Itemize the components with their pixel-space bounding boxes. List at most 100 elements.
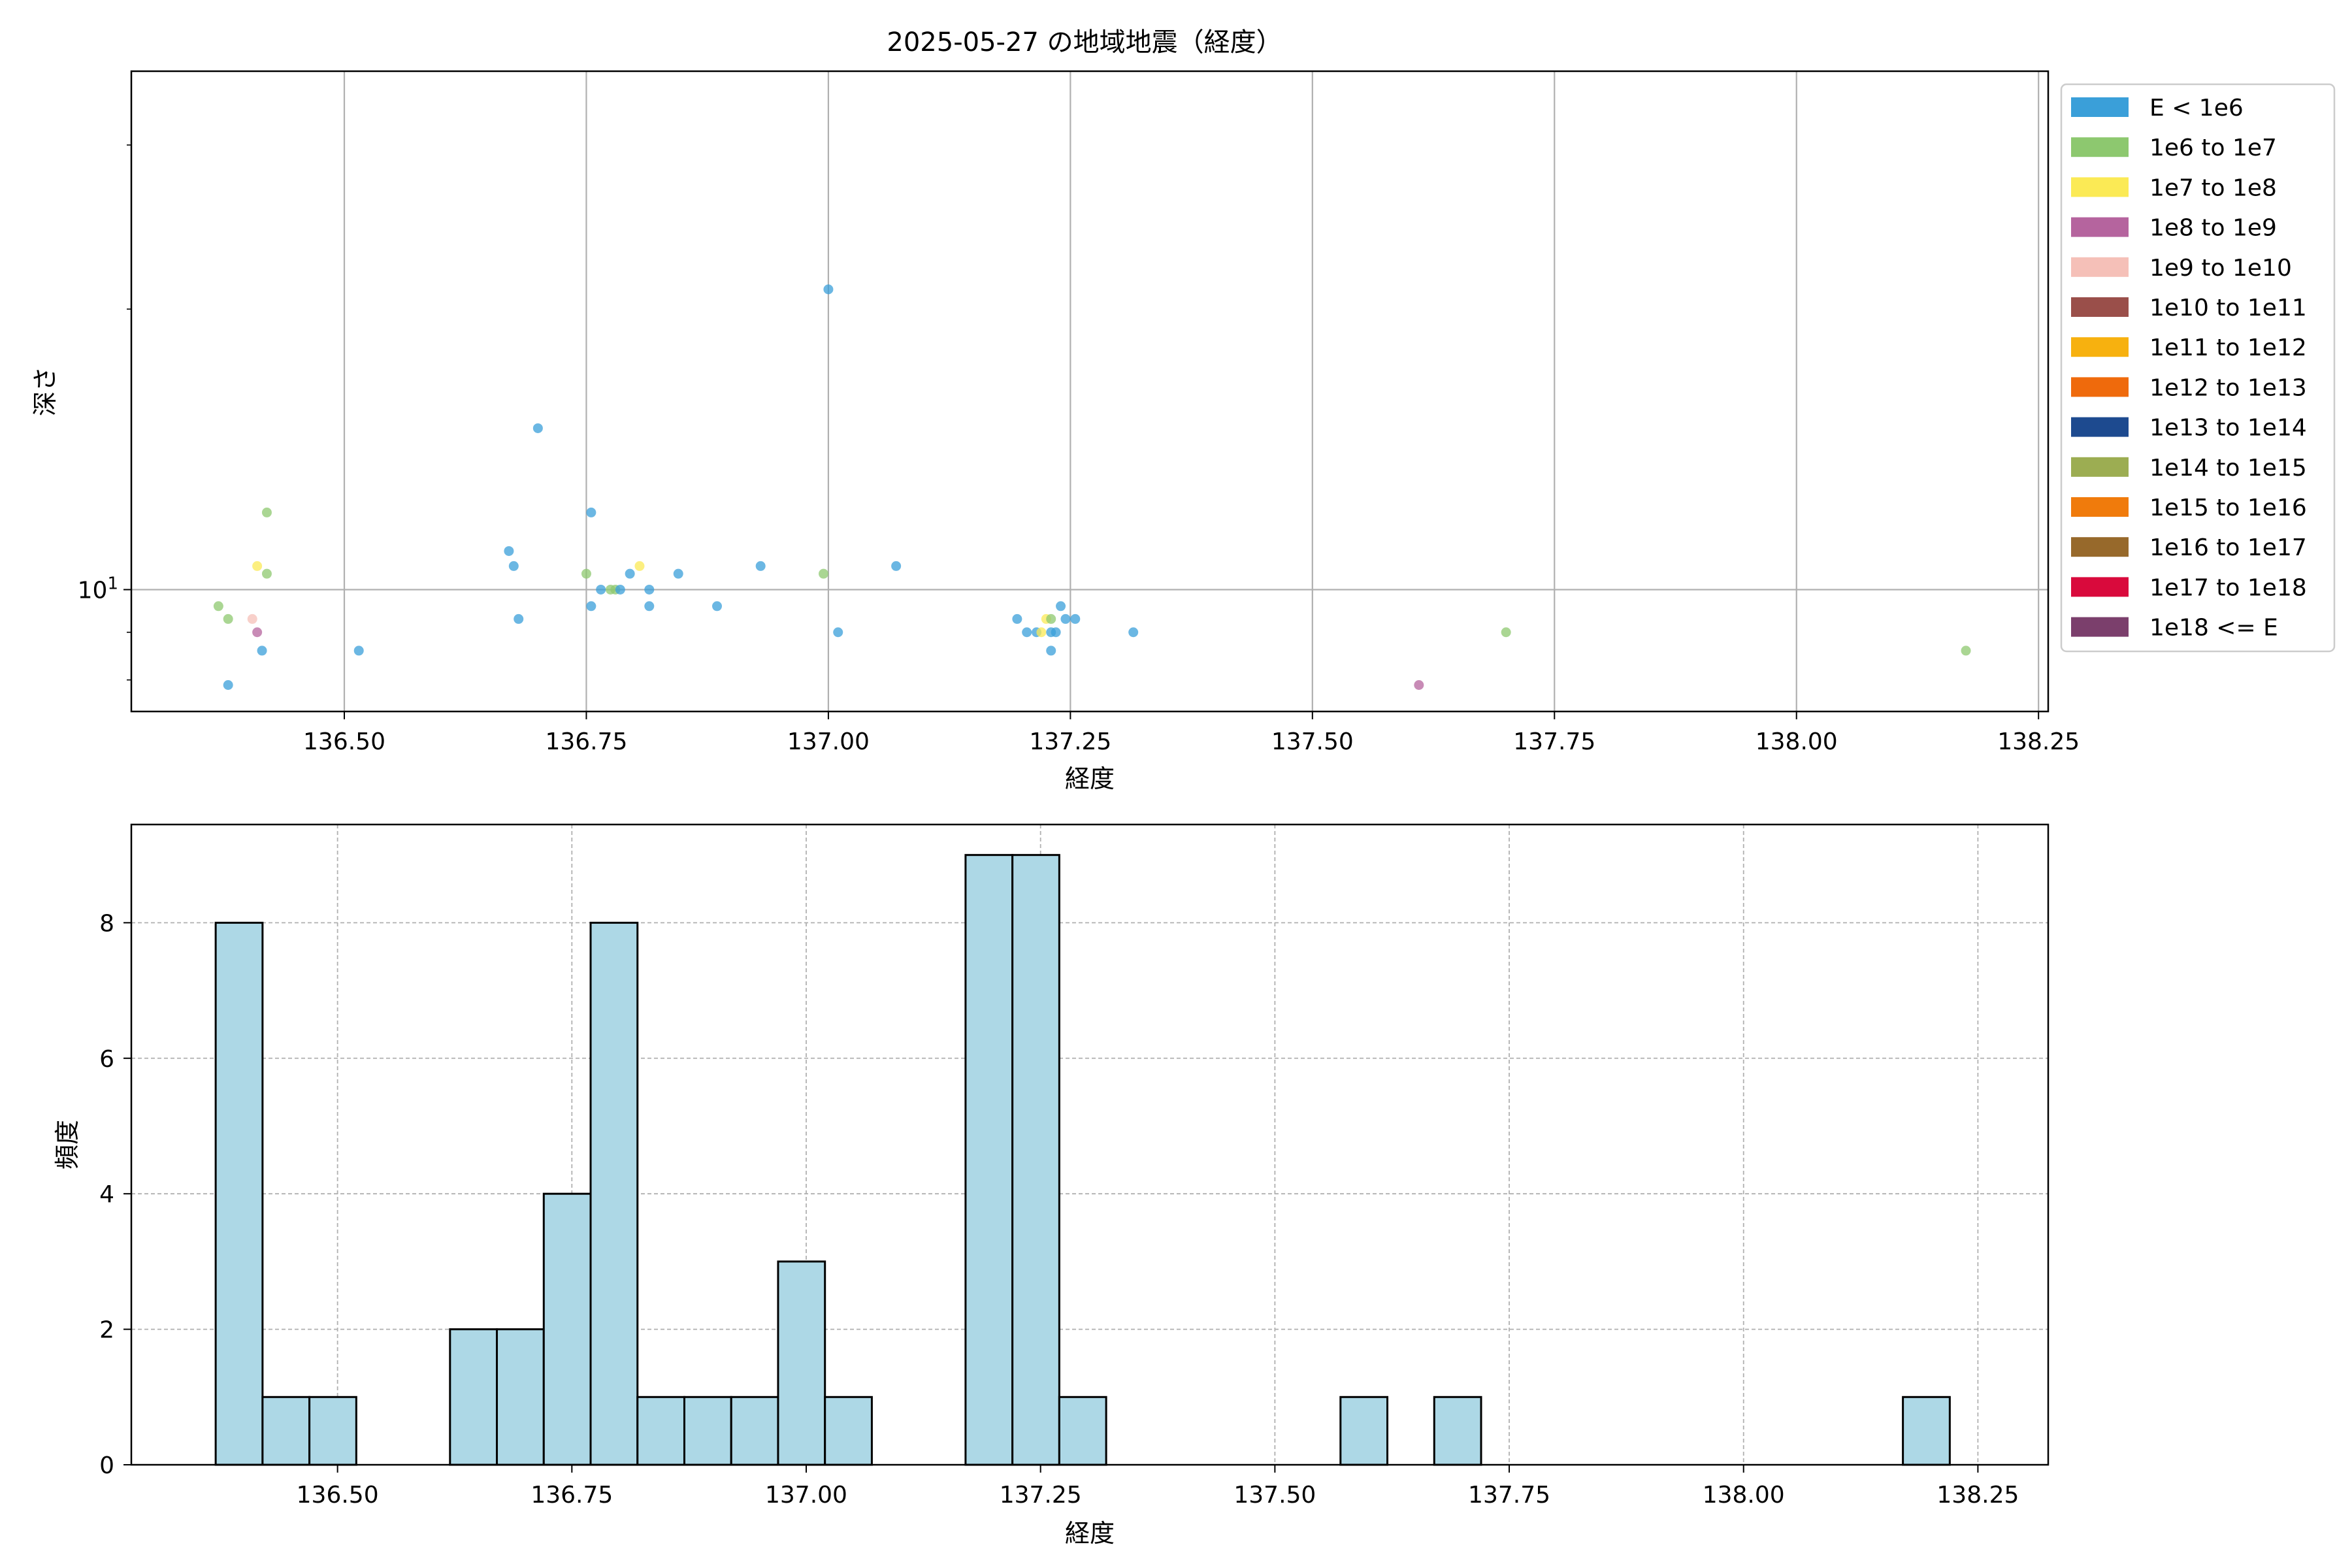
scatter-point: [1022, 627, 1032, 638]
legend-swatch: [2071, 177, 2129, 197]
legend-label: 1e11 to 1e12: [2149, 335, 2307, 361]
scatter-point: [353, 645, 364, 656]
scatter-point: [508, 561, 519, 571]
scatter-point: [634, 561, 645, 571]
scatter-point: [1036, 627, 1047, 638]
scatter-point: [586, 507, 596, 517]
scatter-point: [261, 507, 272, 517]
figure-title: 2025-05-27 の地域地震（経度）: [887, 27, 1282, 57]
legend-swatch: [2071, 497, 2129, 517]
legend-swatch: [2071, 377, 2129, 397]
histogram-bar: [1902, 1396, 1951, 1466]
histogram-x-tick-label: 136.50: [297, 1482, 379, 1509]
scatter-point: [261, 568, 272, 579]
scatter-point: [712, 601, 722, 612]
histogram: 136.50 136.75 137.00 137.25 137.50 137.75 138.…: [53, 823, 2050, 1548]
histogram-bar: [542, 1192, 592, 1466]
scatter-point: [1128, 627, 1139, 638]
histogram-bar: [964, 854, 1014, 1466]
histogram-y-ticks: 0 2 4 6 8: [99, 910, 131, 1479]
scatter-point: [1051, 627, 1061, 638]
histogram-bar: [1058, 1396, 1107, 1466]
histogram-bar: [496, 1328, 545, 1466]
legend-swatch: [2071, 417, 2129, 437]
histogram-y-tick-label: 8: [99, 910, 114, 937]
histogram-bar: [683, 1396, 732, 1466]
scatter-point: [1056, 601, 1066, 612]
histogram-x-axis-label: 経度: [1065, 1519, 1115, 1548]
histogram-bar: [449, 1328, 498, 1466]
histogram-bar: [824, 1396, 873, 1466]
legend-swatch: [2071, 257, 2129, 277]
histogram-x-tick-label: 137.75: [1468, 1482, 1550, 1509]
scatter-point: [252, 627, 263, 638]
scatter-point: [581, 568, 591, 579]
histogram-x-tick-label: 137.50: [1233, 1482, 1316, 1509]
legend: E < 1e6 1e6 to 1e7 1e7 to 1e8 1e8 to 1e9 1e9…: [2060, 83, 2336, 653]
scatter-point: [615, 584, 625, 595]
histogram-bar: [1433, 1396, 1482, 1466]
scatter-point: [223, 613, 233, 624]
legend-label: 1e8 to 1e9: [2149, 215, 2277, 242]
scatter-point: [625, 568, 635, 579]
legend-label: 1e7 to 1e8: [2149, 174, 2277, 201]
scatter-point: [755, 561, 766, 571]
histogram-bar: [308, 1396, 357, 1466]
scatter-point: [1046, 613, 1056, 624]
histogram-bar: [1339, 1396, 1389, 1466]
scatter-point: [223, 679, 233, 690]
histogram-x-tick-label: 136.75: [531, 1482, 613, 1509]
histogram-plot-area: [131, 825, 2048, 1465]
legend-label: 1e13 to 1e14: [2149, 415, 2307, 442]
scatter-point: [504, 546, 514, 556]
scatter-point: [257, 645, 267, 656]
legend-swatch: [2071, 617, 2129, 637]
histogram-y-tick-label: 4: [99, 1181, 114, 1208]
scatter-point: [1012, 613, 1022, 624]
scatter-point: [819, 568, 828, 579]
legend-label: 1e18 <= E: [2149, 615, 2278, 642]
scatter-point: [1961, 645, 1971, 656]
scatter-x-tick-label: 137.75: [1513, 728, 1595, 755]
scatter-x-tick-label: 138.00: [1756, 728, 1838, 755]
scatter-gridlines: [131, 71, 2048, 711]
scatter-point: [833, 627, 843, 638]
scatter-point: [252, 561, 263, 571]
legend-swatch: [2071, 97, 2129, 117]
scatter-point: [1501, 627, 1511, 638]
scatter-y-axis-label: 深さ: [31, 367, 59, 416]
legend-swatch: [2071, 577, 2129, 597]
legend-swatch: [2071, 457, 2129, 477]
scatter-point: [1060, 613, 1071, 624]
histogram-y-axis-label: 頻度: [53, 1120, 82, 1169]
scatter-plot-area: [131, 71, 2048, 711]
scatter-point: [1414, 679, 1424, 690]
legend-swatch: [2071, 297, 2129, 317]
scatter-point: [514, 613, 524, 624]
scatter-y-tick-label: 101: [78, 574, 118, 604]
histogram-y-tick-label: 0: [99, 1452, 114, 1479]
scatter-x-tick-label: 136.75: [545, 728, 627, 755]
histogram-bar: [1011, 854, 1060, 1466]
histogram-x-tick-label: 138.00: [1703, 1482, 1785, 1509]
scatter-point: [586, 601, 596, 612]
legend-label: 1e9 to 1e10: [2149, 255, 2292, 282]
histogram-x-tick-label: 137.00: [765, 1482, 847, 1509]
legend-label: 1e6 to 1e7: [2149, 135, 2277, 161]
histogram-y-tick-label: 6: [99, 1046, 114, 1073]
scatter-x-ticks: 136.50 136.75 137.00 137.25 137.50 137.75 138.…: [303, 711, 2080, 755]
legend-label: 1e15 to 1e16: [2149, 495, 2307, 521]
legend-label: 1e10 to 1e11: [2149, 295, 2307, 321]
legend-label: 1e14 to 1e15: [2149, 455, 2307, 482]
histogram-x-ticks: 136.50 136.75 137.00 137.25 137.50 137.75 138.…: [297, 1465, 2019, 1509]
scatter-y-ticks: 101: [78, 144, 131, 681]
scatter-x-tick-label: 136.50: [303, 728, 385, 755]
histogram-bar: [589, 921, 639, 1466]
scatter-point: [1046, 645, 1056, 656]
scatter-x-axis-label: 経度: [1065, 764, 1115, 793]
scatter-x-tick-label: 138.25: [1997, 728, 2080, 755]
legend-label: E < 1e6: [2149, 95, 2244, 122]
legend-swatch: [2071, 337, 2129, 357]
legend-swatch: [2071, 537, 2129, 557]
